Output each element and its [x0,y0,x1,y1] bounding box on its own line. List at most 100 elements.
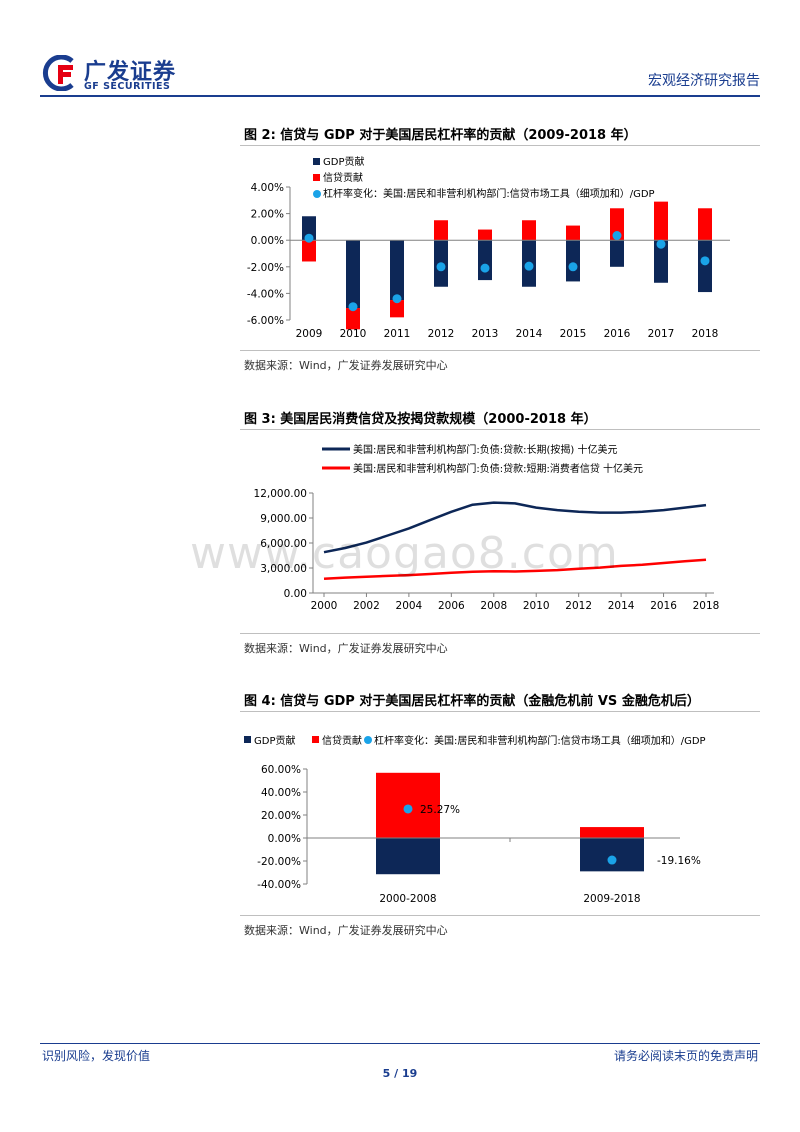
y-tick-label: 0.00% [251,235,284,247]
leverage-dot-2000-2008 [403,804,413,814]
legend-label-2: 美国:居民和非营利机构部门:负债:贷款:短期:消费者信贷 十亿美元 [353,462,643,475]
legend-label-1: GDP贡献 [323,155,364,168]
y-tick-label: 9,000.00 [260,513,307,525]
leverage-dot-2017 [656,239,666,249]
x-tick-label: 2000-2008 [379,893,436,905]
gdp-bar-2011 [390,240,404,301]
y-tick-label: 0.00 [284,588,307,600]
y-tick-label: 12,000.00 [254,488,307,500]
x-tick-label: 2014 [608,600,635,612]
credit-bar-2013 [478,229,492,241]
y-tick-label: 2.00% [251,209,284,221]
credit-bar-2016 [610,208,624,241]
x-tick-label: 2002 [353,600,380,612]
figure-2-title: 图 2: 信贷与 GDP 对于美国居民杠杆率的贡献（2009-2018 年） [244,128,637,143]
figure-3-chart: 美国:居民和非营利机构部门:负债:贷款:长期(按揭) 十亿美元美国:居民和非营利… [254,443,720,612]
figure-4-source: 数据来源：Wind，广发证券发展研究中心 [244,924,448,937]
gdp-bar-2018 [698,240,712,293]
credit-bar-2009 [302,240,316,262]
x-tick-label: 2018 [693,600,720,612]
x-tick-label: 2013 [472,328,499,340]
figure-3-bottom-rule [240,633,760,634]
consumer-credit-line [323,558,707,581]
footer-slogan: 识别风险，发现价值 [42,1049,151,1063]
logo-subtext: GF SECURITIES [84,81,171,92]
y-tick-label: -6.00% [247,315,284,327]
data-label-2000-2008: 25.27% [420,804,460,816]
credit-bar-2009-2018 [580,827,644,838]
x-tick-label: 2018 [692,328,719,340]
x-tick-label: 2011 [384,328,411,340]
credit-bar-2014 [522,220,536,241]
gdp-bar-2016 [610,240,624,267]
leverage-dot-2013 [480,263,490,273]
footer-disclaimer: 请务必阅读末页的免责声明 [613,1049,758,1063]
x-tick-label: 2014 [516,328,543,340]
x-tick-label: 2010 [340,328,367,340]
y-tick-label: 3,000.00 [260,563,307,575]
figure-4-title: 图 4: 信贷与 GDP 对于美国居民杠杆率的贡献（金融危机前 VS 金融危机后… [244,694,700,709]
leverage-dot-2010 [348,302,358,312]
credit-bar-2011 [390,300,404,318]
x-tick-label: 2012 [428,328,455,340]
figure-4-top-rule [240,711,760,712]
report-type: 宏观经济研究报告 [648,73,760,89]
mortgage-loan-line [323,501,707,554]
legend-label-3: 杠杆率变化：美国:居民和非营利机构部门:信贷市场工具（细项加和）/GDP [374,734,706,747]
y-tick-label: 20.00% [261,810,301,822]
footer-divider [40,1043,760,1044]
x-tick-label: 2009-2018 [583,893,640,905]
data-label-2009-2018: -19.16% [657,855,701,867]
y-tick-label: 40.00% [261,787,301,799]
credit-bar-2012 [434,220,448,241]
credit-bar-2017 [654,201,668,241]
figure-2-chart: GDP贡献信贷贡献杠杆率变化：美国:居民和非营利机构部门:信贷市场工具（细项加和… [247,155,730,340]
leverage-dot-2016 [612,231,622,241]
figure-4-chart: GDP贡献 信贷贡献 杠杆率变化：美国:居民和非营利机构部门:信贷市场工具（细项加和… [244,734,706,905]
leverage-dot-2009-2018 [607,855,617,865]
x-tick-label: 2010 [523,600,550,612]
x-tick-label: 2015 [560,328,587,340]
x-tick-label: 2017 [648,328,675,340]
figure-4-bottom-rule [240,915,760,916]
gdp-bar-2015 [566,240,580,282]
credit-bar-2015 [566,225,580,241]
y-tick-label: -2.00% [247,262,284,274]
figure-3-title: 图 3: 美国居民消费信贷及按揭贷款规模（2000-2018 年） [244,412,597,427]
header-divider [40,95,760,97]
x-tick-label: 2012 [565,600,592,612]
page-number: 5 / 19 [382,1067,418,1080]
figure-2-top-rule [240,145,760,146]
gdp-bar-2009-2018 [580,838,644,872]
leverage-dot-2012 [436,262,446,272]
leverage-dot-2009 [304,233,314,243]
x-tick-label: 2016 [650,600,677,612]
legend-swatch-3 [364,736,372,744]
x-tick-label: 2016 [604,328,631,340]
gdp-bar-2013 [478,240,492,281]
watermark: www.caogao8.com [190,528,619,579]
y-tick-label: 6,000.00 [260,538,307,550]
legend-swatch-3 [313,190,321,198]
y-tick-label: -20.00% [257,856,301,868]
leverage-dot-2014 [524,261,534,271]
gdp-bar-2017 [654,240,668,283]
legend-label-1: GDP贡献 [254,734,295,747]
legend-label-1: 美国:居民和非营利机构部门:负债:贷款:长期(按揭) 十亿美元 [353,443,617,456]
gf-logo-icon [42,55,74,91]
credit-bar-2010 [346,308,360,330]
logo-text: 广发证券 [84,60,177,85]
x-tick-label: 2006 [438,600,465,612]
y-tick-label: 60.00% [261,764,301,776]
leverage-dot-2018 [700,256,710,266]
figure-2-bottom-rule [240,350,760,351]
x-tick-label: 2000 [311,600,338,612]
gdp-bar-2010 [346,240,360,309]
figure-3-source: 数据来源：Wind，广发证券发展研究中心 [244,642,448,655]
y-tick-label: 0.00% [268,833,301,845]
gdp-bar-2000-2008 [376,838,440,875]
leverage-dot-2015 [568,262,578,272]
y-tick-label: -4.00% [247,288,284,300]
legend-swatch-1 [244,736,251,743]
leverage-dot-2011 [392,294,402,304]
